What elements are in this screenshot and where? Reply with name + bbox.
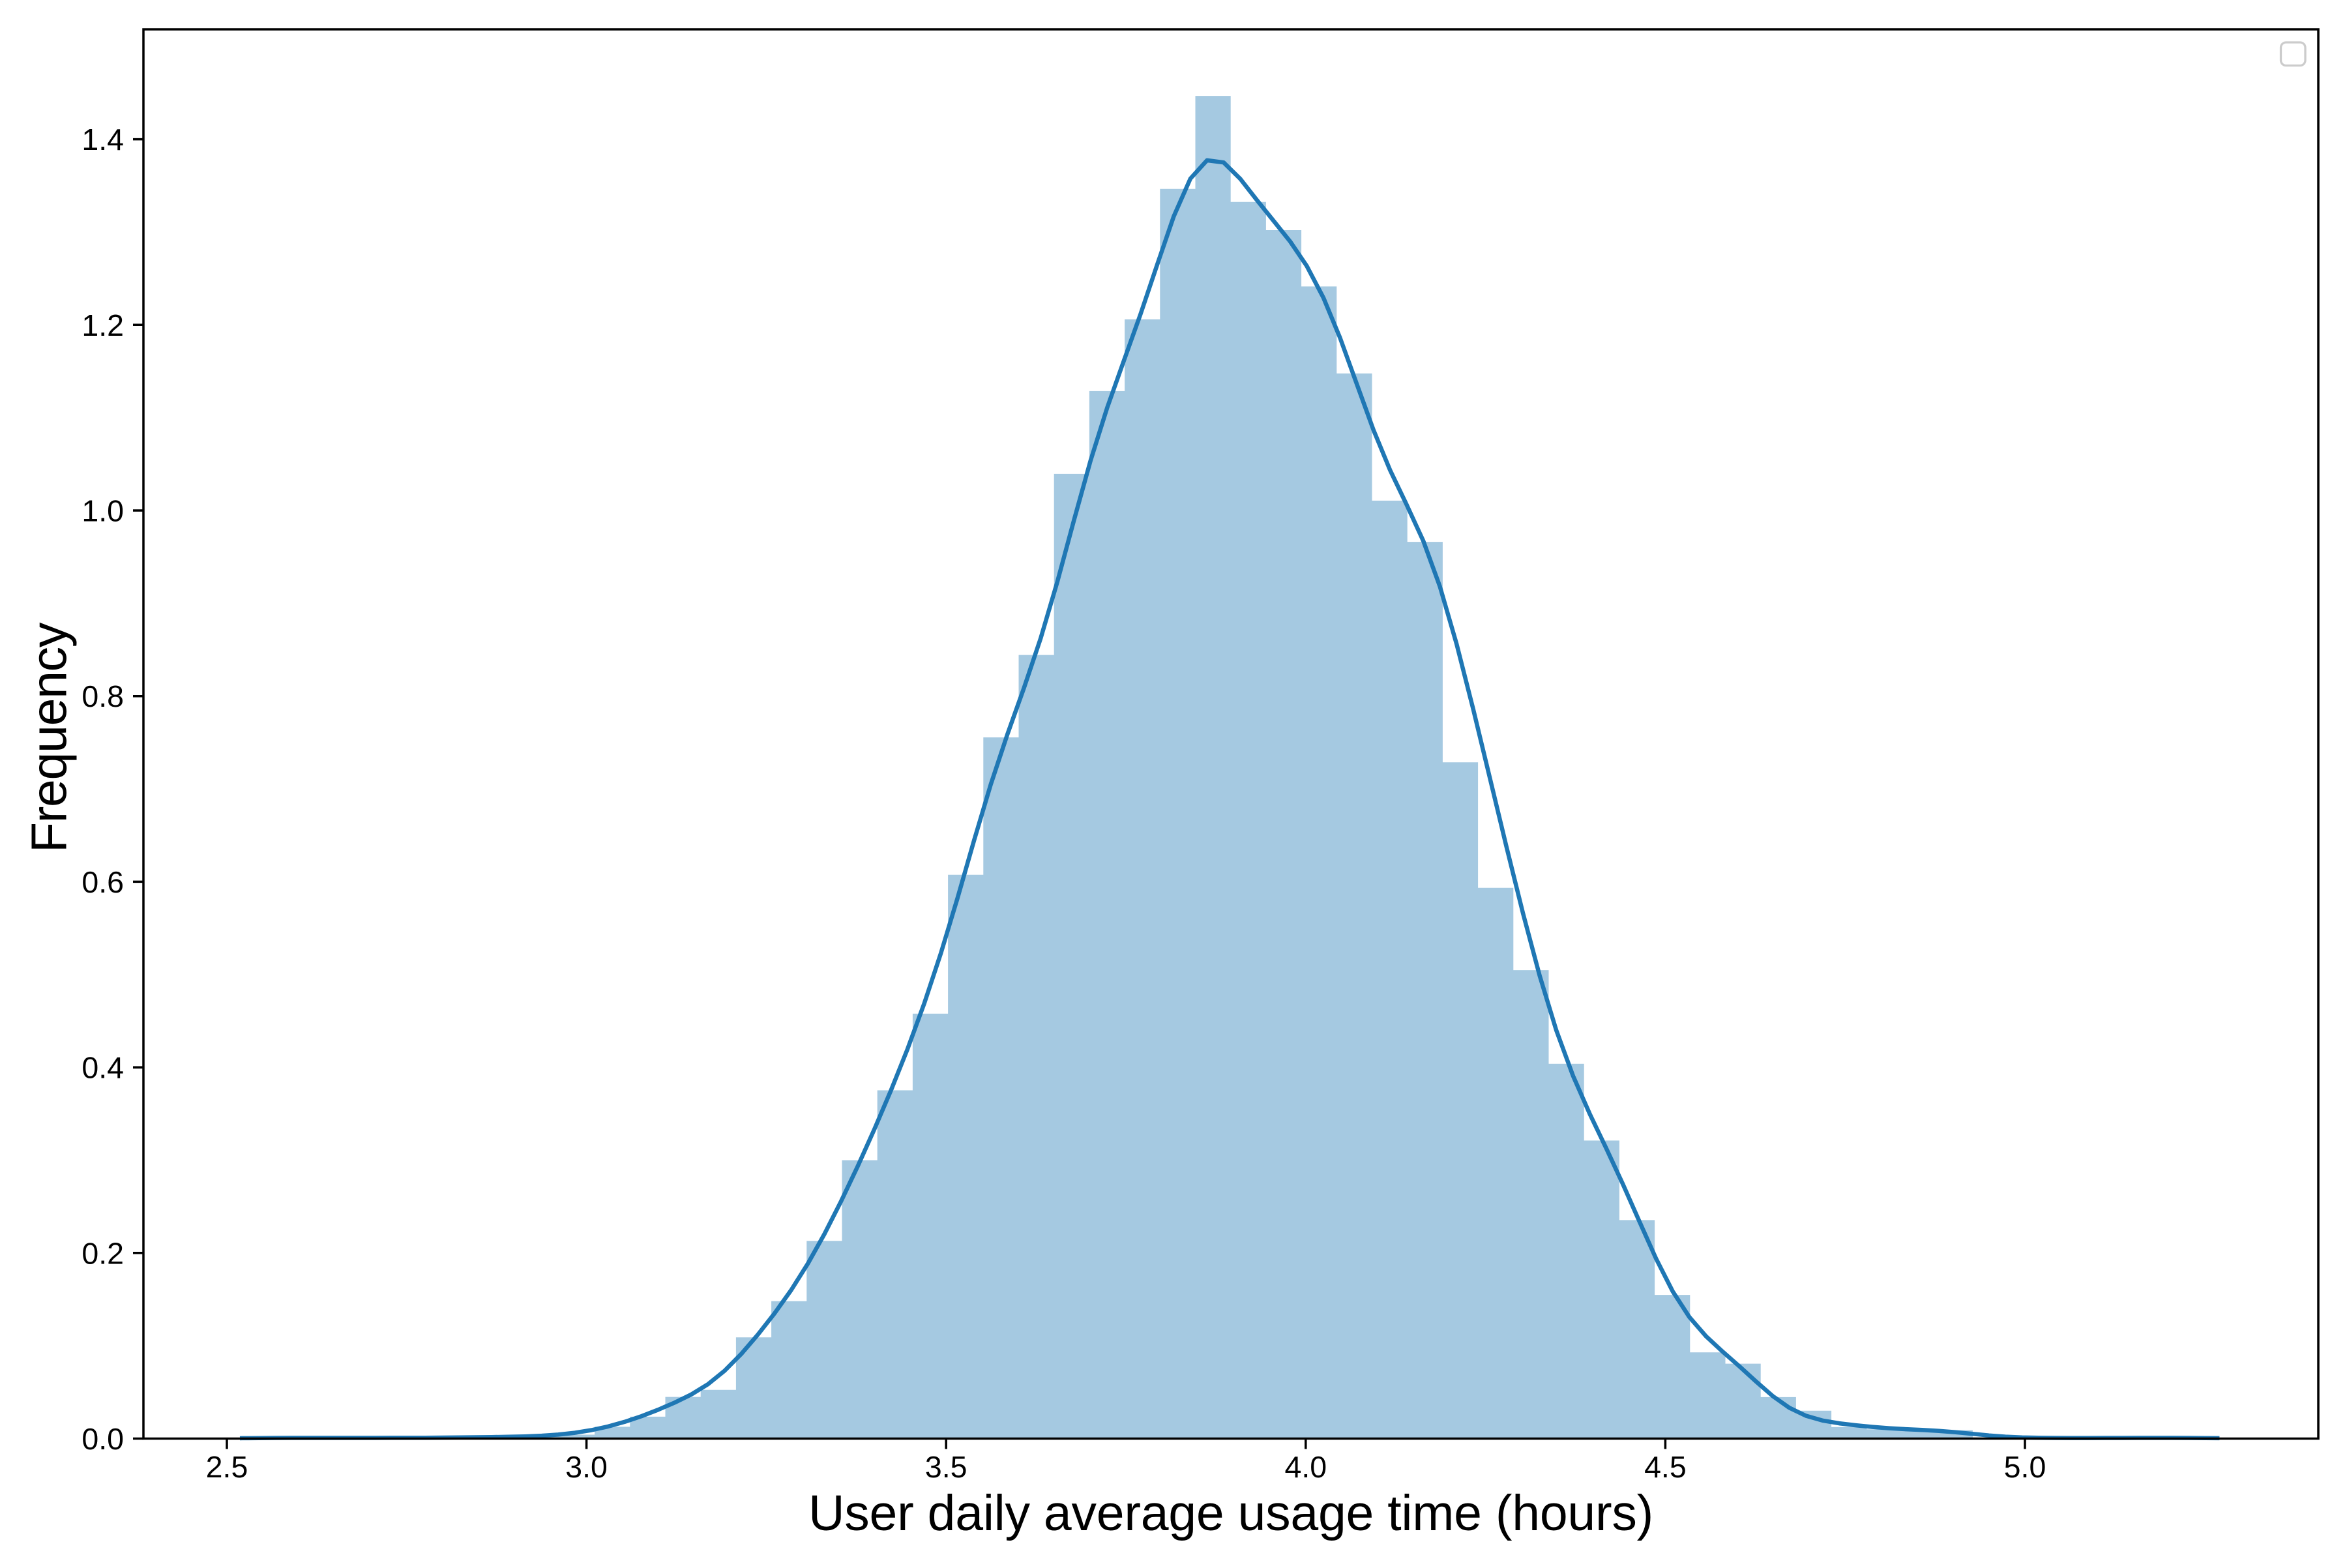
svg-text:0.2: 0.2 <box>81 1236 124 1270</box>
svg-text:0.0: 0.0 <box>81 1422 124 1456</box>
svg-text:1.4: 1.4 <box>81 123 124 156</box>
svg-text:2.5: 2.5 <box>206 1450 248 1484</box>
svg-text:4.5: 4.5 <box>1644 1450 1687 1484</box>
svg-text:3.0: 3.0 <box>565 1450 608 1484</box>
svg-text:0.4: 0.4 <box>81 1051 124 1085</box>
svg-text:0.6: 0.6 <box>81 865 124 899</box>
svg-text:4.0: 4.0 <box>1284 1450 1327 1484</box>
svg-text:User daily average usage time: User daily average usage time (hours) <box>808 1485 1653 1541</box>
svg-text:0.8: 0.8 <box>81 679 124 713</box>
svg-text:Frequency: Frequency <box>22 622 78 853</box>
svg-text:1.0: 1.0 <box>81 494 124 528</box>
svg-text:1.2: 1.2 <box>81 308 124 342</box>
svg-text:3.5: 3.5 <box>925 1450 967 1484</box>
svg-text:5.0: 5.0 <box>2004 1450 2046 1484</box>
